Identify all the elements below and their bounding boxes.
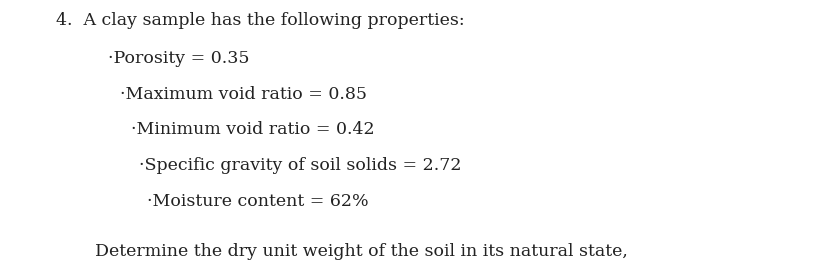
Text: ·Porosity = 0.35: ·Porosity = 0.35 [108, 50, 249, 67]
Text: ·Moisture content = 62%: ·Moisture content = 62% [147, 193, 369, 210]
Text: Determine the dry unit weight of the soil in its natural state,: Determine the dry unit weight of the soi… [95, 243, 628, 260]
Text: ·Minimum void ratio = 0.42: ·Minimum void ratio = 0.42 [131, 121, 374, 139]
Text: ·Maximum void ratio = 0.85: ·Maximum void ratio = 0.85 [120, 86, 366, 103]
Text: 4.  A clay sample has the following properties:: 4. A clay sample has the following prope… [56, 12, 465, 30]
Text: ·Specific gravity of soil solids = 2.72: ·Specific gravity of soil solids = 2.72 [139, 157, 461, 174]
